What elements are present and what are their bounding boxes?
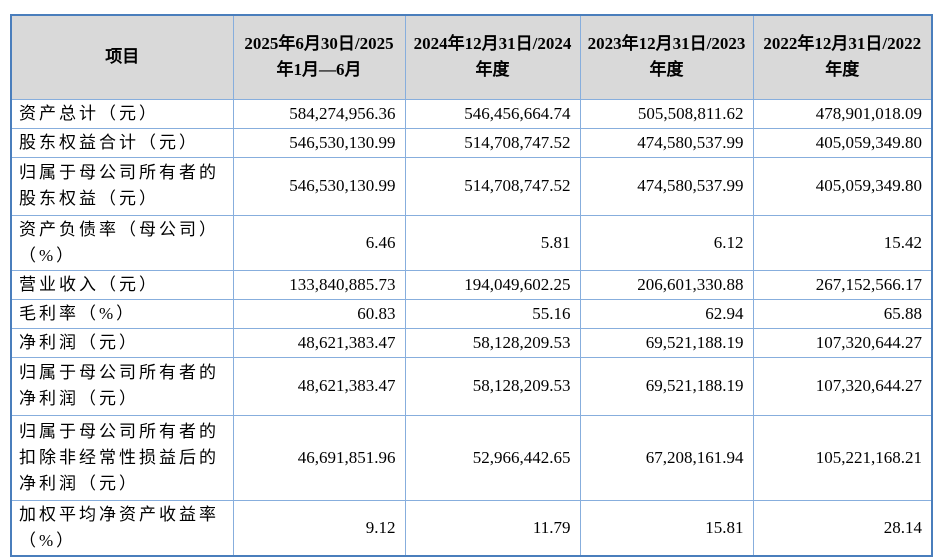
value-cell: 60.83 xyxy=(232,298,406,329)
value-cell: 15.42 xyxy=(752,214,933,271)
table-row: 营业收入（元） 133,840,885.73 194,049,602.25 20… xyxy=(10,269,933,300)
row-label: 毛利率（%） xyxy=(10,298,234,329)
table-row: 股东权益合计（元） 546,530,130.99 514,708,747.52 … xyxy=(10,127,933,158)
value-cell: 28.14 xyxy=(752,499,933,556)
row-label: 加权平均净资产收益率（%） xyxy=(10,499,234,556)
value-cell: 9.12 xyxy=(232,499,406,556)
value-cell: 267,152,566.17 xyxy=(752,269,933,300)
column-header-2023: 2023年12月31日/2023年度 xyxy=(579,14,754,100)
header-row: 项目 2025年6月30日/2025年1月—6月 2024年12月31日/202… xyxy=(10,14,933,100)
column-header-2025: 2025年6月30日/2025年1月—6月 xyxy=(232,14,406,100)
value-cell: 67,208,161.94 xyxy=(579,414,754,501)
table-row: 归属于母公司所有者的股东权益（元） 546,530,130.99 514,708… xyxy=(10,156,933,216)
value-cell: 65.88 xyxy=(752,298,933,329)
table-row: 净利润（元） 48,621,383.47 58,128,209.53 69,52… xyxy=(10,327,933,358)
value-cell: 6.12 xyxy=(579,214,754,271)
column-header-2022: 2022年12月31日/2022年度 xyxy=(752,14,933,100)
row-label: 资产负债率（母公司）（%） xyxy=(10,214,234,271)
value-cell: 69,521,188.19 xyxy=(579,356,754,416)
value-cell: 11.79 xyxy=(404,499,581,556)
value-cell: 107,320,644.27 xyxy=(752,356,933,416)
table-row: 毛利率（%） 60.83 55.16 62.94 65.88 xyxy=(10,298,933,329)
row-label: 股东权益合计（元） xyxy=(10,127,234,158)
value-cell: 206,601,330.88 xyxy=(579,269,754,300)
row-label: 资产总计（元） xyxy=(10,98,234,129)
value-cell: 52,966,442.65 xyxy=(404,414,581,501)
value-cell: 6.46 xyxy=(232,214,406,271)
value-cell: 58,128,209.53 xyxy=(404,356,581,416)
value-cell: 133,840,885.73 xyxy=(232,269,406,300)
value-cell: 584,274,956.36 xyxy=(232,98,406,129)
value-cell: 546,530,130.99 xyxy=(232,127,406,158)
table-row: 资产总计（元） 584,274,956.36 546,456,664.74 50… xyxy=(10,98,933,129)
row-label: 净利润（元） xyxy=(10,327,234,358)
value-cell: 48,621,383.47 xyxy=(232,327,406,358)
table-row: 资产负债率（母公司）（%） 6.46 5.81 6.12 15.42 xyxy=(10,214,933,271)
value-cell: 546,456,664.74 xyxy=(404,98,581,129)
value-cell: 55.16 xyxy=(404,298,581,329)
table-row: 归属于母公司所有者的净利润（元） 48,621,383.47 58,128,20… xyxy=(10,356,933,416)
value-cell: 69,521,188.19 xyxy=(579,327,754,358)
financial-summary-table: 项目 2025年6月30日/2025年1月—6月 2024年12月31日/202… xyxy=(10,14,933,557)
value-cell: 62.94 xyxy=(579,298,754,329)
value-cell: 514,708,747.52 xyxy=(404,156,581,216)
value-cell: 105,221,168.21 xyxy=(752,414,933,501)
value-cell: 505,508,811.62 xyxy=(579,98,754,129)
column-header-item: 项目 xyxy=(10,14,234,100)
row-label: 归属于母公司所有者的股东权益（元） xyxy=(10,156,234,216)
value-cell: 15.81 xyxy=(579,499,754,556)
value-cell: 46,691,851.96 xyxy=(232,414,406,501)
table-row: 加权平均净资产收益率（%） 9.12 11.79 15.81 28.14 xyxy=(10,499,933,556)
value-cell: 546,530,130.99 xyxy=(232,156,406,216)
value-cell: 474,580,537.99 xyxy=(579,127,754,158)
value-cell: 194,049,602.25 xyxy=(404,269,581,300)
value-cell: 474,580,537.99 xyxy=(579,156,754,216)
column-header-2024: 2024年12月31日/2024年度 xyxy=(404,14,581,100)
value-cell: 5.81 xyxy=(404,214,581,271)
row-label: 归属于母公司所有者的扣除非经常性损益后的净利润（元） xyxy=(10,414,234,501)
value-cell: 405,059,349.80 xyxy=(752,127,933,158)
row-label: 营业收入（元） xyxy=(10,269,234,300)
table-row: 归属于母公司所有者的扣除非经常性损益后的净利润（元） 46,691,851.96… xyxy=(10,414,933,501)
value-cell: 107,320,644.27 xyxy=(752,327,933,358)
value-cell: 48,621,383.47 xyxy=(232,356,406,416)
value-cell: 58,128,209.53 xyxy=(404,327,581,358)
value-cell: 514,708,747.52 xyxy=(404,127,581,158)
value-cell: 478,901,018.09 xyxy=(752,98,933,129)
value-cell: 405,059,349.80 xyxy=(752,156,933,216)
row-label: 归属于母公司所有者的净利润（元） xyxy=(10,356,234,416)
